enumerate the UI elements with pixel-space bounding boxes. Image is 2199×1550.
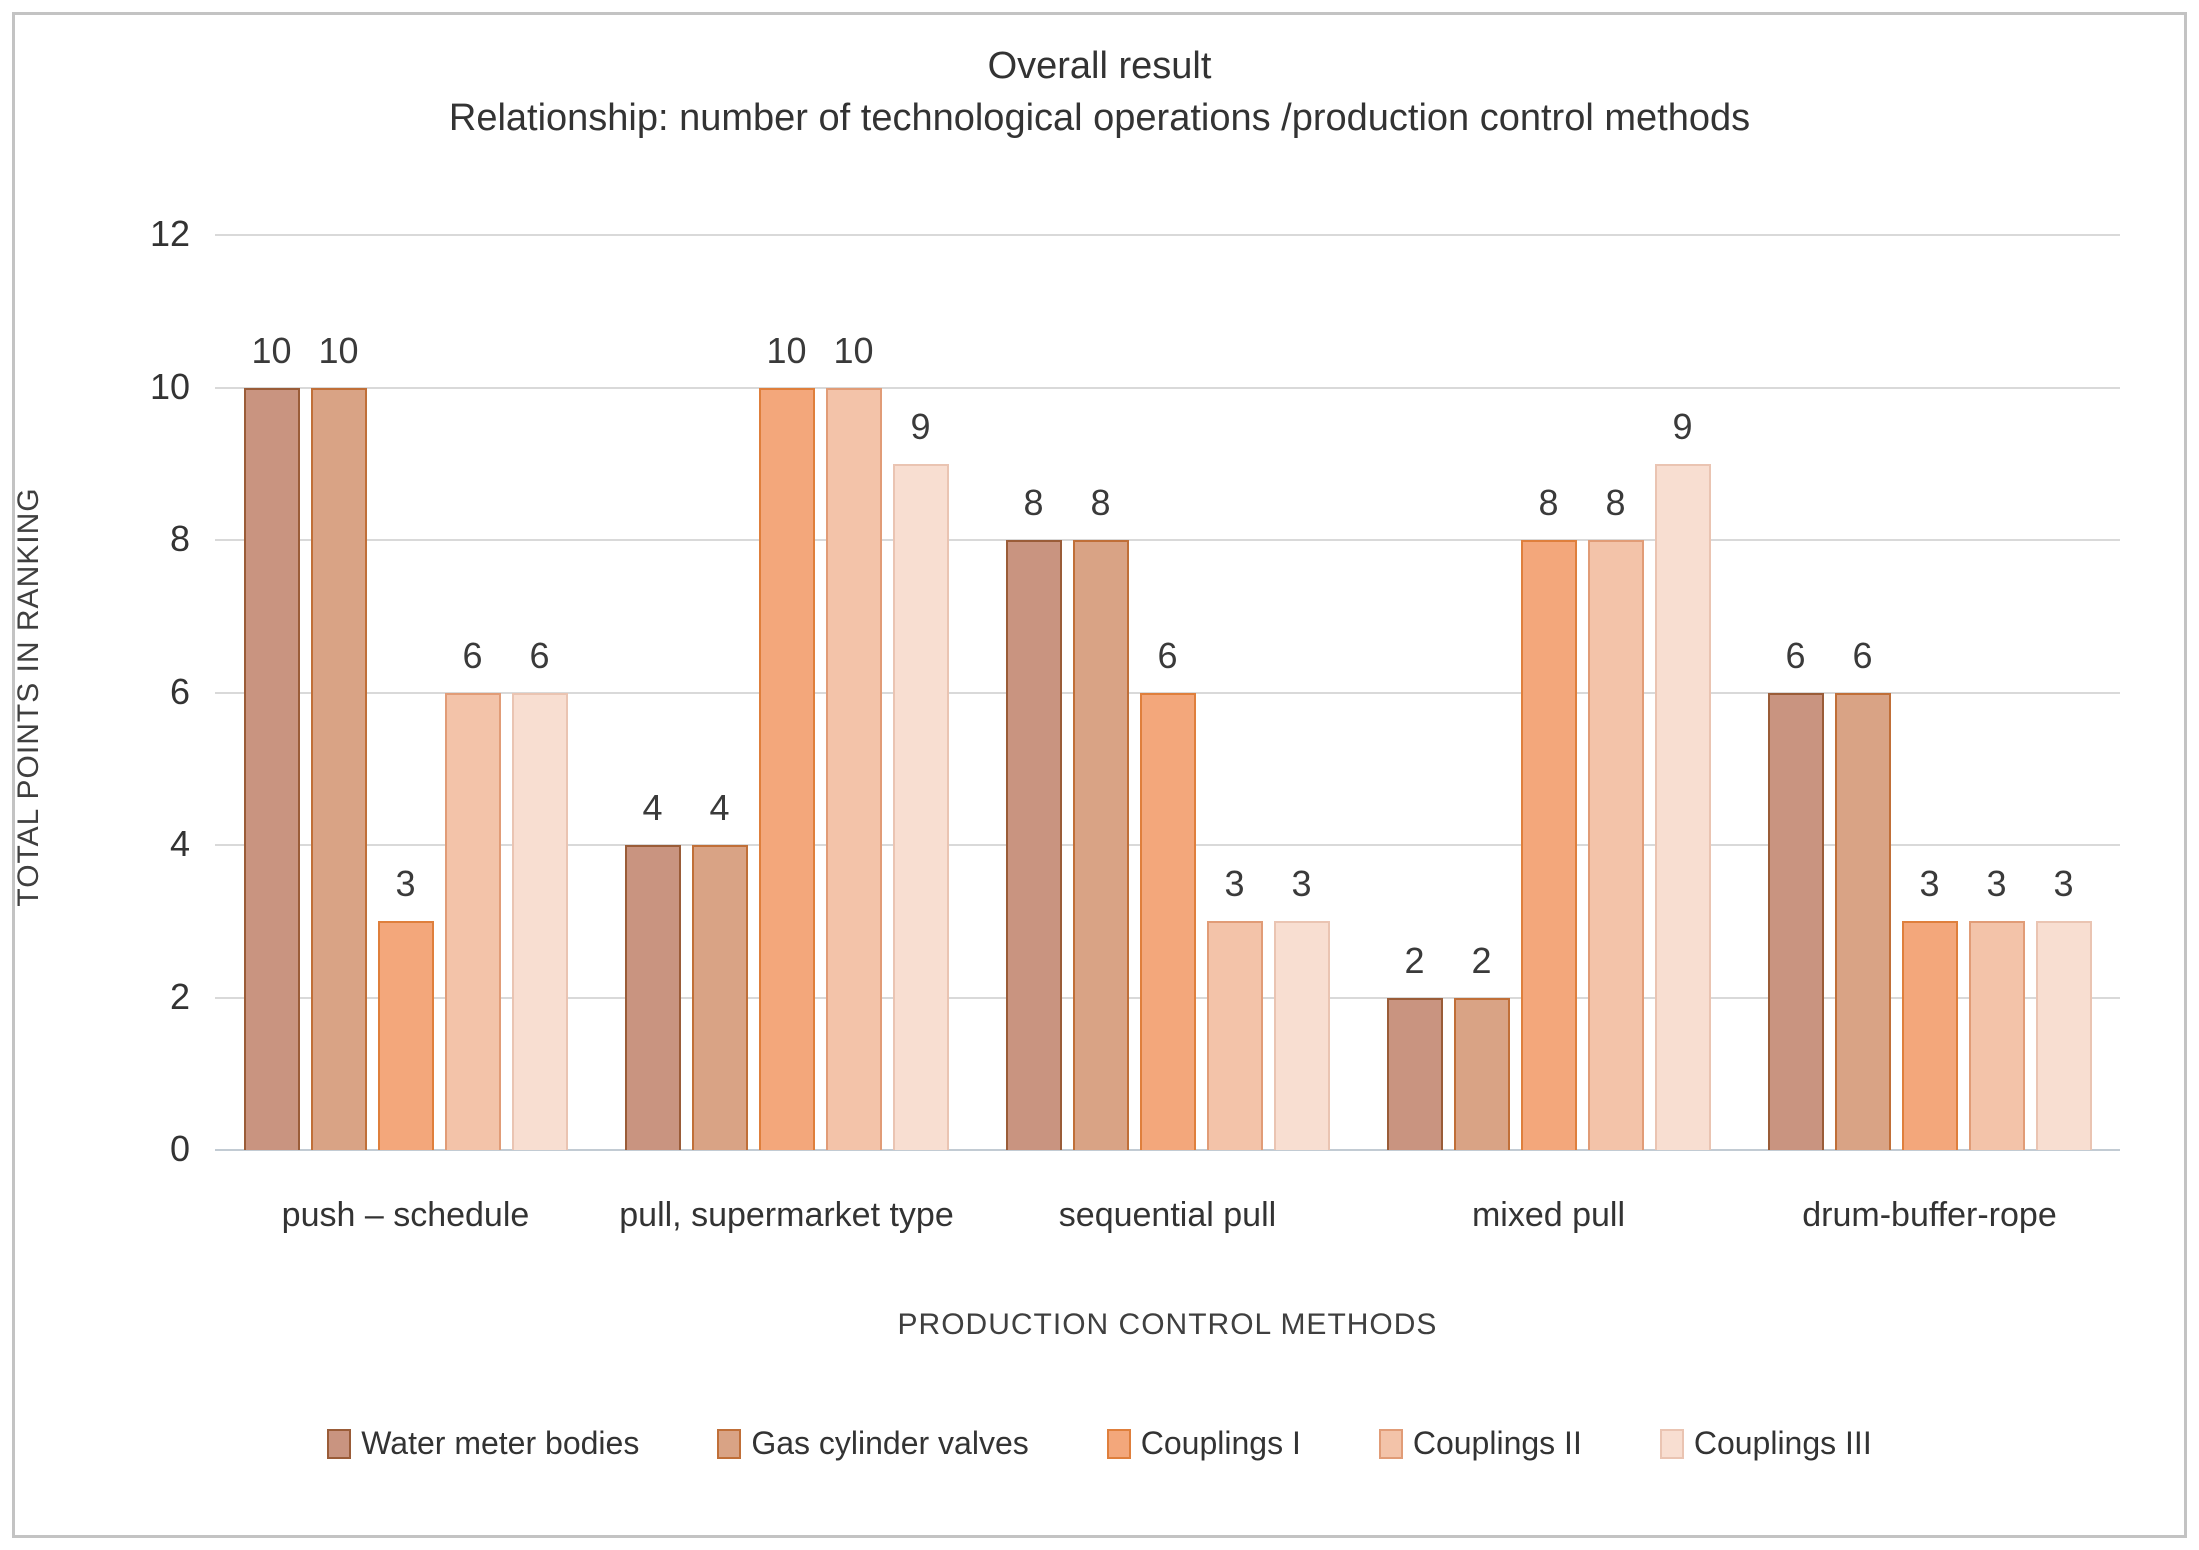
- data-label: 8: [1538, 482, 1559, 523]
- y-tick-label: 2: [169, 975, 190, 1017]
- bar-gas-cylinder-valves: [1072, 540, 1129, 1150]
- bar-couplings-iii: [511, 692, 568, 1150]
- y-tick-label: 10: [149, 365, 190, 407]
- data-label: 6: [462, 634, 483, 676]
- legend-label: Couplings II: [1412, 1425, 1582, 1461]
- legend-label: Couplings III: [1693, 1425, 1872, 1461]
- chart-title-line1: Overall result: [987, 45, 1212, 87]
- legend-swatch-icon: [1378, 1428, 1403, 1459]
- bar-water-meter-bodies: [1005, 540, 1062, 1150]
- legend-item-gas-cylinder-valves: Gas cylinder valves: [717, 1425, 1029, 1462]
- y-tick-label: 4: [169, 823, 190, 864]
- data-label: 3: [1224, 863, 1245, 905]
- legend-swatch-icon: [1106, 1428, 1131, 1459]
- gridline: [215, 386, 2120, 389]
- legend-label: Gas cylinder valves: [751, 1425, 1029, 1461]
- bar-water-meter-bodies: [243, 387, 300, 1150]
- chart-title-line2: Relationship: number of technological op…: [448, 97, 1751, 139]
- legend-swatch-icon: [1659, 1428, 1684, 1459]
- category-label: drum-buffer-rope: [1802, 1196, 2057, 1234]
- bar-water-meter-bodies: [624, 845, 681, 1150]
- bar-water-meter-bodies: [1386, 997, 1443, 1150]
- gridline: [215, 539, 2120, 541]
- bar-gas-cylinder-valves: [1834, 692, 1891, 1150]
- data-label: 9: [1672, 405, 1693, 447]
- gridline: [215, 234, 2120, 236]
- data-label: 6: [529, 634, 550, 676]
- y-tick-label: 0: [169, 1128, 190, 1169]
- data-label: 10: [318, 329, 359, 371]
- data-label: 3: [1291, 863, 1312, 905]
- bar-couplings-ii: [444, 692, 501, 1150]
- bar-gas-cylinder-valves: [691, 845, 748, 1150]
- bar-water-meter-bodies: [1767, 692, 1824, 1150]
- legend-label: Couplings I: [1140, 1425, 1301, 1461]
- legend-item-couplings-i: Couplings I: [1106, 1425, 1301, 1462]
- legend-swatch-icon: [327, 1428, 352, 1459]
- data-label: 6: [1785, 634, 1806, 676]
- data-label: 2: [1404, 939, 1425, 981]
- category-label: pull, supermarket type: [619, 1196, 954, 1234]
- bar-couplings-i: [377, 921, 434, 1150]
- data-label: 4: [709, 787, 730, 828]
- legend-item-couplings-ii: Couplings II: [1378, 1425, 1582, 1462]
- category-label: mixed pull: [1471, 1196, 1626, 1234]
- data-label: 8: [1605, 482, 1626, 523]
- data-label: 3: [395, 863, 416, 905]
- data-label: 10: [251, 329, 292, 371]
- data-label: 10: [833, 329, 874, 371]
- y-tick-label: 8: [169, 518, 190, 559]
- bar-couplings-iii: [1654, 463, 1711, 1150]
- bar-couplings-ii: [1587, 540, 1644, 1150]
- legend-item-couplings-iii: Couplings III: [1659, 1425, 1872, 1462]
- bar-couplings-i: [1901, 921, 1958, 1150]
- x-axis-line: [215, 1149, 2120, 1151]
- data-label: 8: [1090, 482, 1111, 523]
- bar-couplings-iii: [1273, 921, 1330, 1150]
- data-label: 3: [2053, 863, 2074, 905]
- bar-gas-cylinder-valves: [1453, 997, 1510, 1150]
- legend-label: Water meter bodies: [361, 1425, 640, 1461]
- bar-couplings-ii: [825, 387, 882, 1150]
- category-label: push – schedule: [281, 1196, 530, 1234]
- legend: Water meter bodies Gas cylinder valves Cou…: [0, 1425, 2199, 1462]
- bar-couplings-iii: [2035, 921, 2092, 1150]
- bar-couplings-i: [1520, 540, 1577, 1150]
- y-tick-label: 12: [149, 213, 190, 254]
- data-label: 6: [1852, 634, 1873, 676]
- data-label: 2: [1471, 939, 1492, 981]
- bar-couplings-i: [758, 387, 815, 1150]
- chart-title: Overall result Relationship: number of t…: [0, 40, 2199, 144]
- legend-item-water-meter-bodies: Water meter bodies: [327, 1425, 639, 1462]
- data-label: 8: [1023, 482, 1044, 523]
- bar-couplings-ii: [1968, 921, 2025, 1150]
- data-label: 3: [1919, 863, 1940, 905]
- category-label: sequential pull: [1058, 1196, 1277, 1234]
- data-label: 10: [766, 329, 807, 371]
- x-axis-title: PRODUCTION CONTROL METHODS: [897, 1308, 1438, 1341]
- bar-couplings-iii: [892, 463, 949, 1150]
- bar-couplings-ii: [1206, 921, 1263, 1150]
- y-tick-label: 6: [169, 670, 190, 712]
- data-label: 6: [1157, 634, 1178, 676]
- bar-gas-cylinder-valves: [310, 387, 367, 1150]
- data-label: 9: [910, 405, 931, 447]
- legend-swatch-icon: [717, 1428, 742, 1459]
- data-label: 3: [1986, 863, 2007, 905]
- bar-couplings-i: [1139, 692, 1196, 1150]
- data-label: 4: [642, 787, 663, 828]
